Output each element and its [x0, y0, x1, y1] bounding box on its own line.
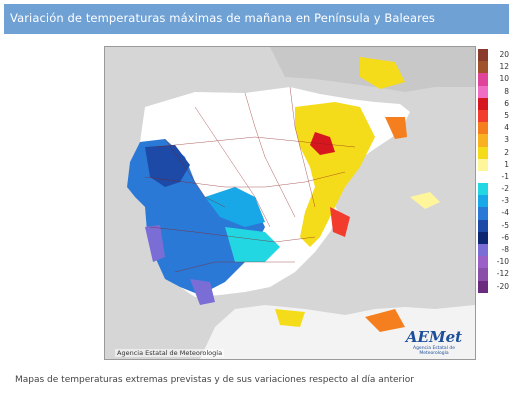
logo-subtext: Agencia Estatal de Meteorología [412, 346, 455, 356]
legend-label: 8 [504, 86, 509, 96]
logo-text: AEMet [405, 328, 463, 346]
legend-item: 4 [478, 122, 510, 135]
legend-swatch [478, 219, 488, 232]
legend-label: -20 [496, 281, 509, 291]
legend-swatch [478, 256, 488, 269]
legend-item: 6 [478, 97, 510, 110]
aemet-logo: AEMet Agencia Estatal de Meteorología [401, 328, 467, 356]
legend-swatch [478, 134, 488, 147]
page-title: Variación de temperaturas máximas de mañ… [10, 11, 435, 25]
map-graphic [105, 47, 475, 359]
temperature-variation-map[interactable]: Agencia Estatal de Meteorología AEMet Ag… [104, 46, 476, 360]
legend-item: 20 [478, 49, 510, 62]
legend-item: -5 [478, 219, 510, 232]
legend-label: -10 [496, 257, 509, 267]
legend-swatch [478, 109, 488, 123]
legend-swatch [478, 244, 488, 257]
legend-label: -4 [501, 208, 509, 218]
legend-label: -2 [501, 184, 509, 194]
legend-swatch [478, 49, 488, 62]
legend-swatch [478, 73, 488, 86]
legend-swatch [478, 146, 488, 159]
legend-swatch [478, 207, 488, 220]
legend-swatch [478, 268, 488, 281]
legend-item: 5 [478, 109, 510, 123]
legend-item: -6 [478, 231, 510, 244]
legend-label: 5 [504, 110, 509, 120]
legend-label: 6 [504, 98, 509, 108]
legend-label: 1 [504, 159, 509, 169]
legend-label: 10 [499, 74, 509, 84]
legend-swatch [478, 158, 488, 171]
page-caption: Mapas de temperaturas extremas previstas… [15, 375, 414, 385]
legend-item: 12 [478, 61, 510, 74]
legend-label: 4 [504, 123, 509, 133]
legend-swatch [478, 195, 488, 208]
legend-item: 10 [478, 73, 510, 86]
legend-item: 2 [478, 146, 510, 159]
legend-label: 12 [499, 62, 509, 72]
legend-item: -8 [478, 244, 510, 257]
legend-swatch [478, 85, 488, 98]
color-legend: 20 12 10 8 6 5 4 3 2 1 -1 -2 -3 -4 -5 -6 -8 -10 -12 -20 [478, 49, 510, 293]
legend-item: -4 [478, 207, 510, 220]
legend-item: 1 [478, 158, 510, 171]
legend-item: -2 [478, 183, 510, 196]
legend-item: -20 [478, 280, 510, 293]
legend-label: -12 [496, 269, 509, 279]
legend-label: -1 [501, 171, 509, 181]
legend-swatch [478, 280, 488, 293]
header-bar: Variación de temperaturas máximas de mañ… [4, 4, 509, 34]
legend-item: 3 [478, 134, 510, 147]
legend-label: -6 [501, 232, 509, 242]
legend-label: -8 [501, 245, 509, 254]
legend-swatch [478, 97, 488, 110]
map-credit: Agencia Estatal de Meteorología [115, 349, 225, 357]
legend-swatch [478, 170, 488, 184]
legend-swatch [478, 231, 488, 244]
legend-label: 20 [499, 50, 509, 59]
legend-item: -12 [478, 268, 510, 281]
legend-swatch [478, 61, 488, 74]
legend-label: 2 [504, 147, 509, 157]
legend-swatch [478, 122, 488, 135]
legend-item: -3 [478, 195, 510, 208]
legend-label: 3 [504, 135, 509, 145]
legend-swatch [478, 183, 488, 196]
legend-label: -3 [501, 196, 509, 206]
legend-item: -1 [478, 170, 510, 184]
legend-item: -10 [478, 256, 510, 269]
legend-item: 8 [478, 85, 510, 98]
legend-label: -5 [501, 220, 509, 230]
